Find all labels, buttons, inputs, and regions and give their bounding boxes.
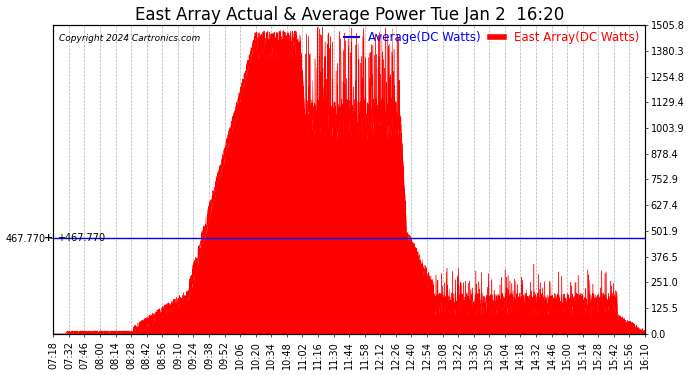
Text: +: +	[44, 233, 53, 243]
Legend: Average(DC Watts), East Array(DC Watts): Average(DC Watts), East Array(DC Watts)	[344, 31, 639, 44]
Text: +467.770: +467.770	[57, 233, 106, 243]
Text: Copyright 2024 Cartronics.com: Copyright 2024 Cartronics.com	[59, 34, 201, 44]
Title: East Array Actual & Average Power Tue Jan 2  16:20: East Array Actual & Average Power Tue Ja…	[135, 6, 564, 24]
